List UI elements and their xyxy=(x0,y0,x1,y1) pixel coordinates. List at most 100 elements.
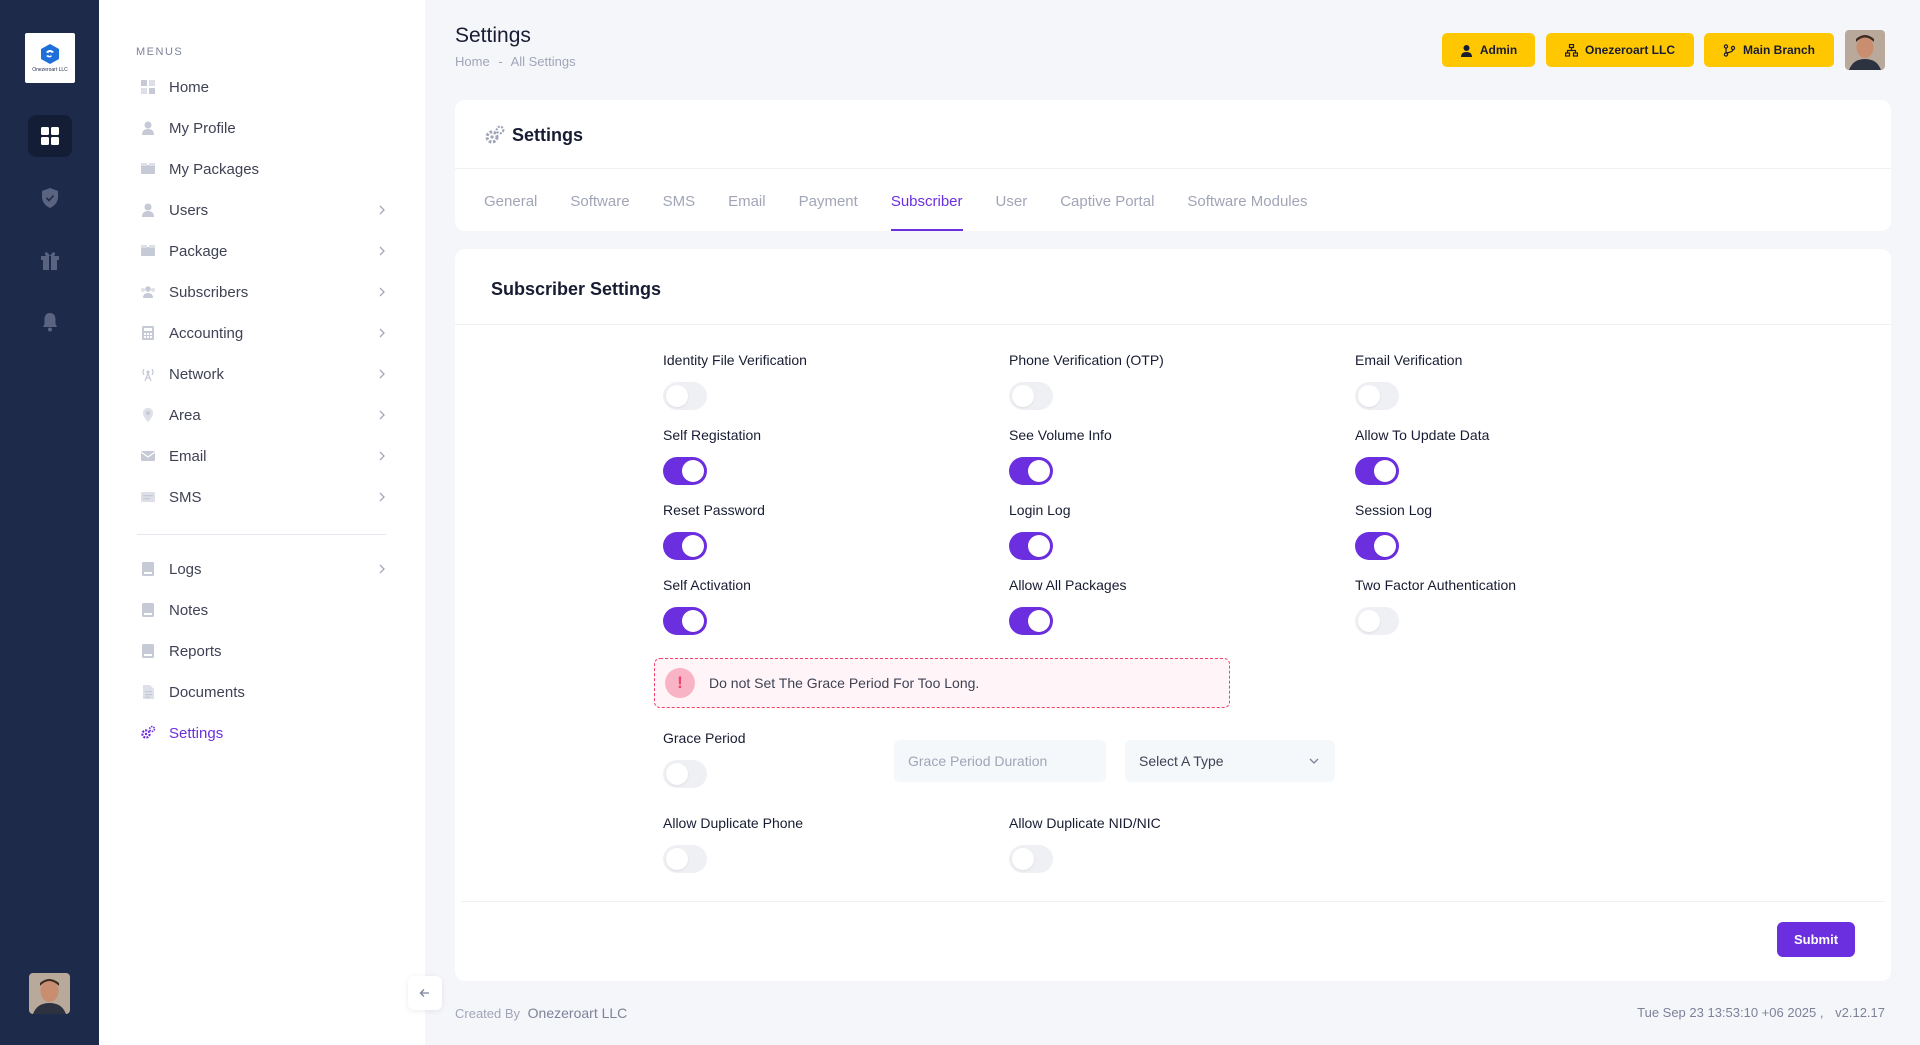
identity-file-verification-toggle[interactable] xyxy=(663,382,707,410)
home-grid-icon xyxy=(139,78,157,96)
brand-logo[interactable]: Onezeroart LLC xyxy=(25,33,75,83)
alert-text: Do not Set The Grace Period For Too Long… xyxy=(709,675,980,691)
sidebar-item-label: Network xyxy=(169,365,225,383)
self-registation-toggle[interactable] xyxy=(663,457,707,485)
tab-captive-portal[interactable]: Captive Portal xyxy=(1060,193,1155,210)
tab-subscriber[interactable]: Subscriber xyxy=(890,193,963,231)
card-divider xyxy=(455,324,1891,325)
sidebar-item-logs[interactable]: Logs xyxy=(139,552,389,586)
grace-period-type-select[interactable]: Select A Type xyxy=(1125,740,1335,782)
sidebar-item-users[interactable]: Users xyxy=(139,193,389,227)
packages-icon xyxy=(139,160,157,178)
see-volume-info-toggle[interactable] xyxy=(1009,457,1053,485)
allow-duplicate-nid-toggle[interactable] xyxy=(1009,845,1053,873)
sidebar-item-label: My Profile xyxy=(169,119,236,137)
settings-card: Settings General Software SMS Email Paym… xyxy=(455,100,1891,231)
admin-label: Admin xyxy=(1479,43,1518,57)
arrow-left-icon xyxy=(419,989,429,997)
sidebar-item-reports[interactable]: Reports xyxy=(139,634,389,668)
users-group-icon xyxy=(139,283,157,301)
sidebar-item-network[interactable]: Network xyxy=(139,357,389,391)
toggle-label: Two Factor Authentication xyxy=(1355,577,1517,593)
sidebar-item-email[interactable]: Email xyxy=(139,439,389,473)
rail-dashboard-button[interactable] xyxy=(28,115,72,157)
session-log-toggle[interactable] xyxy=(1355,532,1399,560)
sidebar-item-accounting[interactable]: Accounting xyxy=(139,316,389,350)
tab-payment[interactable]: Payment xyxy=(798,193,858,210)
allow-update-data-toggle[interactable] xyxy=(1355,457,1399,485)
self-activation-field: Self Activation xyxy=(663,577,751,635)
tab-email[interactable]: Email xyxy=(728,193,766,210)
toggle-label: Identity File Verification xyxy=(663,352,807,368)
two-factor-authentication-toggle[interactable] xyxy=(1355,607,1399,635)
two-factor-authentication-field: Two Factor Authentication xyxy=(1355,577,1516,635)
chevron-right-icon xyxy=(375,408,389,422)
branch-button[interactable]: Main Branch xyxy=(1704,33,1834,67)
settings-title-text: Settings xyxy=(512,124,584,145)
reset-password-toggle[interactable] xyxy=(663,532,707,560)
sidebar-item-sms[interactable]: SMS xyxy=(139,480,389,514)
grace-period-duration-input[interactable] xyxy=(894,740,1106,782)
chevron-right-icon xyxy=(375,449,389,463)
card-divider xyxy=(455,168,1891,169)
rail-user-avatar[interactable] xyxy=(29,973,70,1014)
chevron-down-icon xyxy=(1309,758,1319,764)
tab-general[interactable]: General xyxy=(484,193,538,210)
logo-hexagon-icon xyxy=(41,44,59,64)
tab-software[interactable]: Software xyxy=(570,193,630,210)
tab-software-modules[interactable]: Software Modules xyxy=(1187,193,1308,210)
sidebar-item-my-profile[interactable]: My Profile xyxy=(139,111,389,145)
chevron-right-icon xyxy=(375,326,389,340)
logo-text: Onezeroart LLC xyxy=(32,67,68,73)
submit-button[interactable]: Submit xyxy=(1777,922,1855,957)
sidebar-item-subscribers[interactable]: Subscribers xyxy=(139,275,389,309)
identity-file-verification-field: Identity File Verification xyxy=(663,352,807,410)
sidebar-item-notes[interactable]: Notes xyxy=(139,593,389,627)
allow-duplicate-phone-toggle[interactable] xyxy=(663,845,707,873)
breadcrumb-home-link[interactable]: Home xyxy=(455,54,490,69)
dashboard-icon xyxy=(41,127,59,145)
toggle-label: Reset Password xyxy=(663,502,765,518)
company-button[interactable]: Onezeroart LLC xyxy=(1546,33,1694,67)
self-activation-toggle[interactable] xyxy=(663,607,707,635)
toggle-label: Phone Verification (OTP) xyxy=(1009,352,1164,368)
toggle-label: Allow To Update Data xyxy=(1355,427,1490,443)
toggle-knob xyxy=(1028,610,1050,632)
gears-icon xyxy=(485,125,505,144)
sidebar-item-home[interactable]: Home xyxy=(139,70,389,104)
sidebar-item-label: Accounting xyxy=(169,324,244,342)
sidebar-item-package[interactable]: Package xyxy=(139,234,389,268)
sidebar-item-settings[interactable]: Settings xyxy=(139,716,389,750)
footer-version: v2.12.17 xyxy=(1835,1005,1885,1020)
collapse-sidebar-button[interactable] xyxy=(408,976,442,1010)
email-verification-toggle[interactable] xyxy=(1355,382,1399,410)
footer-company-link[interactable]: Onezeroart LLC xyxy=(527,1005,628,1021)
sms-icon xyxy=(139,488,157,506)
location-icon xyxy=(139,406,157,424)
header-user-avatar[interactable] xyxy=(1845,30,1885,70)
rail-notifications-button[interactable] xyxy=(28,301,72,343)
rail-security-button[interactable] xyxy=(28,177,72,219)
user-icon xyxy=(139,201,157,219)
tab-sms[interactable]: SMS xyxy=(662,193,696,210)
sidebar-item-my-packages[interactable]: My Packages xyxy=(139,152,389,186)
toggle-label: Email Verification xyxy=(1355,352,1463,368)
chevron-right-icon xyxy=(375,367,389,381)
tab-user[interactable]: User xyxy=(995,193,1028,210)
toggle-label: Self Activation xyxy=(663,577,751,593)
rail-gift-button[interactable] xyxy=(28,239,72,281)
sidebar-item-label: Reports xyxy=(169,642,222,660)
sidebar-item-area[interactable]: Area xyxy=(139,398,389,432)
allow-all-packages-toggle[interactable] xyxy=(1009,607,1053,635)
grace-period-toggle[interactable] xyxy=(663,760,707,788)
toggle-label: Grace Period xyxy=(663,730,746,746)
footer-meta: Tue Sep 23 13:53:10 +06 2025 , v2.12.17 xyxy=(1637,1005,1885,1020)
admin-button[interactable]: Admin xyxy=(1442,33,1535,67)
envelope-icon xyxy=(139,447,157,465)
phone-verification-toggle[interactable] xyxy=(1009,382,1053,410)
login-log-toggle[interactable] xyxy=(1009,532,1053,560)
email-verification-field: Email Verification xyxy=(1355,352,1462,410)
toggle-knob xyxy=(1028,460,1050,482)
footer-datetime: Tue Sep 23 13:53:10 +06 2025 , xyxy=(1637,1005,1824,1020)
sidebar-item-documents[interactable]: Documents xyxy=(139,675,389,709)
